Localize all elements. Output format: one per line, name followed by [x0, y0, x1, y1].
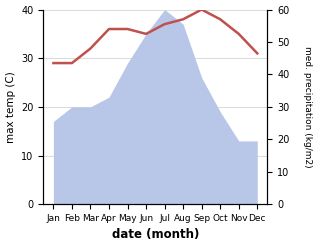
Y-axis label: max temp (C): max temp (C) [5, 71, 16, 143]
Y-axis label: med. precipitation (kg/m2): med. precipitation (kg/m2) [303, 46, 313, 168]
X-axis label: date (month): date (month) [112, 228, 199, 242]
